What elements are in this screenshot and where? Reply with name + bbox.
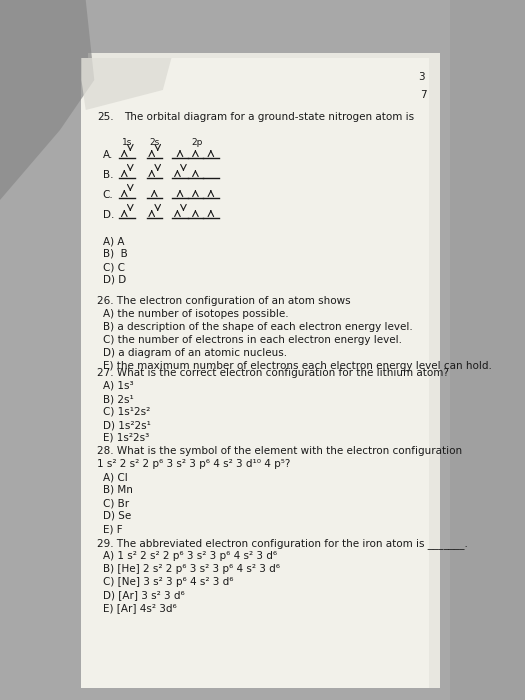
Text: C) C: C) C — [103, 262, 125, 272]
Text: C) [Ne] 3 s² 3 p⁶ 4 s² 3 d⁶: C) [Ne] 3 s² 3 p⁶ 4 s² 3 d⁶ — [103, 577, 233, 587]
Text: D) a diagram of an atomic nucleus.: D) a diagram of an atomic nucleus. — [103, 348, 287, 358]
Text: B) Mn: B) Mn — [103, 485, 133, 495]
Bar — [88, 53, 440, 688]
Text: C.: C. — [103, 190, 113, 200]
Polygon shape — [81, 58, 172, 110]
Text: E) the maximum number of electrons each electron energy level can hold.: E) the maximum number of electrons each … — [103, 361, 492, 371]
Bar — [81, 58, 428, 688]
Text: 7: 7 — [420, 90, 427, 100]
Text: 28. What is the symbol of the element with the electron configuration: 28. What is the symbol of the element wi… — [97, 446, 462, 456]
Text: E) 1s²2s³: E) 1s²2s³ — [103, 433, 149, 443]
Text: D) 1s²2s¹: D) 1s²2s¹ — [103, 420, 151, 430]
Text: 3: 3 — [418, 72, 425, 82]
Text: A) A: A) A — [103, 236, 124, 246]
Text: D) [Ar] 3 s² 3 d⁶: D) [Ar] 3 s² 3 d⁶ — [103, 590, 185, 600]
Text: B) 2s¹: B) 2s¹ — [103, 394, 133, 404]
Text: C) Br: C) Br — [103, 498, 129, 508]
Text: C) 1s¹2s²: C) 1s¹2s² — [103, 407, 150, 417]
Polygon shape — [0, 0, 94, 200]
Text: D) Se: D) Se — [103, 511, 131, 521]
Text: 1 s² 2 s² 2 p⁶ 3 s² 3 p⁶ 4 s² 3 d¹⁰ 4 p⁵?: 1 s² 2 s² 2 p⁶ 3 s² 3 p⁶ 4 s² 3 d¹⁰ 4 p⁵… — [97, 459, 290, 469]
Text: 25.: 25. — [97, 112, 113, 122]
Text: A) the number of isotopes possible.: A) the number of isotopes possible. — [103, 309, 288, 319]
Text: 2p: 2p — [192, 138, 203, 147]
Text: 29. The abbreviated electron configuration for the iron atom is _______.: 29. The abbreviated electron configurati… — [97, 538, 468, 549]
Text: A.: A. — [103, 150, 113, 160]
Text: D) D: D) D — [103, 275, 126, 285]
Text: B) a description of the shape of each electron energy level.: B) a description of the shape of each el… — [103, 322, 413, 332]
Text: B.: B. — [103, 170, 113, 180]
Text: 1s: 1s — [122, 138, 132, 147]
Text: B)  B: B) B — [103, 249, 128, 259]
Text: A) 1s³: A) 1s³ — [103, 381, 133, 391]
Text: 27. What is the correct electron configuration for the lithium atom?: 27. What is the correct electron configu… — [97, 368, 449, 378]
Text: A) Cl: A) Cl — [103, 472, 128, 482]
Text: The orbital diagram for a ground-state nitrogen atom is: The orbital diagram for a ground-state n… — [124, 112, 414, 122]
Text: C) the number of electrons in each electron energy level.: C) the number of electrons in each elect… — [103, 335, 402, 345]
Text: E) [Ar] 4s² 3d⁶: E) [Ar] 4s² 3d⁶ — [103, 603, 176, 613]
Text: D.: D. — [103, 210, 114, 220]
Text: 26. The electron configuration of an atom shows: 26. The electron configuration of an ato… — [97, 296, 351, 306]
Text: B) [He] 2 s² 2 p⁶ 3 s² 3 p⁶ 4 s² 3 d⁶: B) [He] 2 s² 2 p⁶ 3 s² 3 p⁶ 4 s² 3 d⁶ — [103, 564, 280, 574]
Text: E) F: E) F — [103, 524, 122, 534]
Text: A) 1 s² 2 s² 2 p⁶ 3 s² 3 p⁶ 4 s² 3 d⁶: A) 1 s² 2 s² 2 p⁶ 3 s² 3 p⁶ 4 s² 3 d⁶ — [103, 551, 277, 561]
Text: 2s: 2s — [149, 138, 160, 147]
